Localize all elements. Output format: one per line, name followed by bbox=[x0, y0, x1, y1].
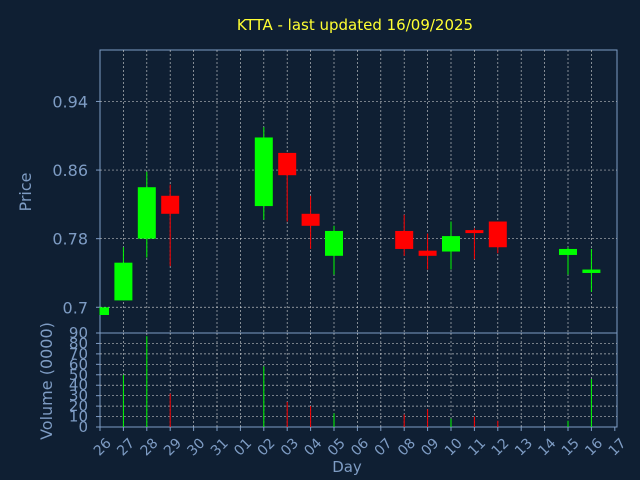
price-axis-label: Price bbox=[16, 172, 35, 211]
x-tick-label: 12 bbox=[489, 435, 513, 459]
price-y-tick-label: 0.7 bbox=[63, 298, 88, 317]
x-tick-label: 28 bbox=[138, 435, 162, 459]
price-y-tick-label: 0.94 bbox=[52, 92, 88, 111]
candle-body bbox=[488, 221, 507, 248]
chart-title: KTTA - last updated 16/09/2025 bbox=[237, 16, 473, 34]
candle-body bbox=[137, 187, 156, 239]
candle-body bbox=[465, 230, 484, 234]
x-tick-label: 04 bbox=[301, 435, 325, 459]
price-plot-frame bbox=[99, 49, 618, 334]
x-tick-label: 14 bbox=[535, 435, 559, 459]
x-tick-label: 29 bbox=[161, 435, 185, 459]
volume-y-tick-label: 40 bbox=[69, 376, 88, 394]
x-tick-label: 07 bbox=[372, 435, 396, 459]
volume-y-tick-label: 90 bbox=[69, 324, 88, 342]
volume-bars bbox=[122, 336, 592, 427]
x-tick-label: 01 bbox=[231, 435, 255, 459]
volume-y-tick-label: 80 bbox=[69, 334, 88, 352]
candle-body bbox=[442, 236, 460, 252]
volume-y-tick-label: 10 bbox=[69, 408, 88, 426]
price-grid bbox=[100, 50, 617, 333]
volume-y-tick-label: 70 bbox=[69, 345, 88, 363]
x-tick-label: 16 bbox=[582, 435, 606, 459]
x-tick-label: 31 bbox=[208, 435, 232, 459]
volume-y-tick-label: 30 bbox=[69, 387, 88, 405]
candle-body bbox=[395, 230, 414, 249]
price-panel: 0.7 0.78 0.86 0.94 Price bbox=[16, 49, 618, 334]
x-tick-label: 08 bbox=[395, 435, 419, 459]
candle-body bbox=[161, 195, 180, 214]
x-tick-label: 17 bbox=[606, 435, 630, 459]
x-tick-label: 15 bbox=[559, 435, 583, 459]
volume-axis-label: Volume (0000) bbox=[37, 322, 56, 440]
x-tick-label: 30 bbox=[184, 435, 208, 459]
volume-y-tick-label: 60 bbox=[69, 355, 88, 373]
volume-y-tick-label: 50 bbox=[69, 366, 88, 384]
candles bbox=[99, 127, 601, 315]
x-tick-label: 02 bbox=[255, 435, 279, 459]
x-axis-label: Day bbox=[332, 458, 362, 476]
candle-body bbox=[325, 230, 343, 256]
price-y-ticks: 0.7 0.78 0.86 0.94 bbox=[52, 92, 100, 317]
candle-body bbox=[278, 152, 297, 176]
x-ticks: 26 27 28 29 30 31 01 02 03 04 05 06 07 08 09 10 11 12 13 14… bbox=[91, 427, 630, 459]
x-tick-label: 26 bbox=[91, 435, 115, 459]
x-tick-label: 06 bbox=[348, 435, 372, 459]
candle-body bbox=[114, 262, 133, 301]
x-tick-label: 05 bbox=[325, 435, 349, 459]
x-tick-label: 09 bbox=[418, 435, 442, 459]
volume-y-tick-label: 20 bbox=[69, 397, 88, 415]
x-tick-label: 10 bbox=[442, 435, 466, 459]
candle-body bbox=[254, 137, 273, 207]
candle-body bbox=[582, 269, 601, 273]
x-tick-label: 27 bbox=[114, 435, 138, 459]
price-y-tick-label: 0.86 bbox=[52, 161, 88, 180]
volume-grid bbox=[100, 333, 617, 427]
candle-body bbox=[301, 213, 320, 226]
x-tick-label: 13 bbox=[512, 435, 536, 459]
volume-plot-frame bbox=[99, 332, 618, 428]
candle-body bbox=[100, 307, 109, 315]
x-tick-label: 11 bbox=[465, 435, 489, 459]
volume-y-tick-label: 0 bbox=[78, 418, 88, 436]
candle-body bbox=[559, 248, 577, 255]
price-y-tick-label: 0.78 bbox=[52, 230, 88, 249]
candle-body bbox=[418, 250, 437, 256]
x-tick-label: 03 bbox=[278, 435, 302, 459]
